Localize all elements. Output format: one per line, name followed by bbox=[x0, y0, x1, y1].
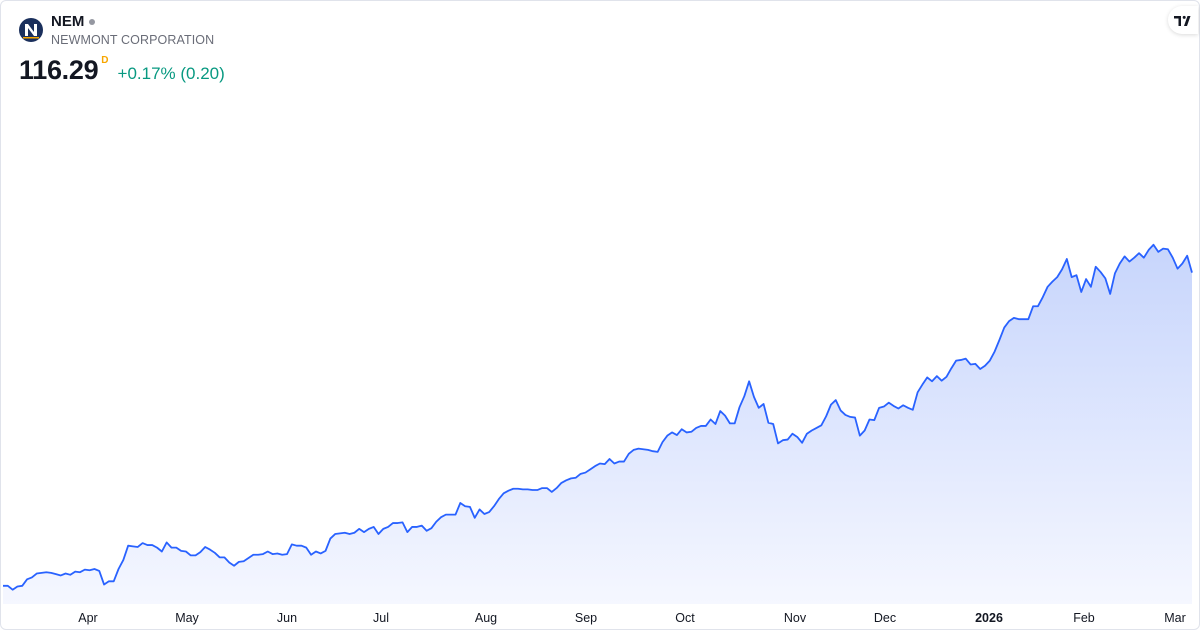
x-tick-label-may: May bbox=[175, 611, 199, 625]
market-status-dot-icon bbox=[89, 18, 96, 25]
x-axis: Apr May Jun Jul Aug Sep Oct Nov Dec 2026 Feb Mar bbox=[78, 611, 1185, 625]
x-tick-label-nov: Nov bbox=[784, 611, 807, 625]
ticker-symbol[interactable]: NEM bbox=[51, 13, 85, 30]
x-tick-label-apr: Apr bbox=[78, 611, 97, 625]
x-tick-label-2026: 2026 bbox=[975, 611, 1003, 625]
x-tick-label-mar: Mar bbox=[1164, 611, 1186, 625]
price-row: 116.29 D +0.17% (0.20) bbox=[19, 55, 225, 86]
x-tick-label-oct: Oct bbox=[675, 611, 695, 625]
price-series-line bbox=[3, 243, 1193, 591]
price-change: +0.17% (0.20) bbox=[117, 64, 225, 83]
company-name: NEWMONT CORPORATION bbox=[51, 33, 215, 47]
x-tick-label-aug: Aug bbox=[475, 611, 497, 625]
x-tick-label-jul: Jul bbox=[373, 611, 389, 625]
tradingview-logo-icon[interactable] bbox=[1168, 6, 1198, 34]
x-tick-label-feb: Feb bbox=[1073, 611, 1095, 625]
last-price: 116.29 bbox=[19, 55, 99, 85]
ticker-row: NEM bbox=[51, 13, 96, 30]
x-tick-label-jun: Jun bbox=[277, 611, 297, 625]
x-tick-label-dec: Dec bbox=[874, 611, 896, 625]
newmont-logo-icon bbox=[19, 18, 43, 42]
period-marker: D bbox=[101, 55, 109, 66]
price-area-fill bbox=[3, 244, 1192, 604]
x-tick-label-sep: Sep bbox=[575, 611, 597, 625]
